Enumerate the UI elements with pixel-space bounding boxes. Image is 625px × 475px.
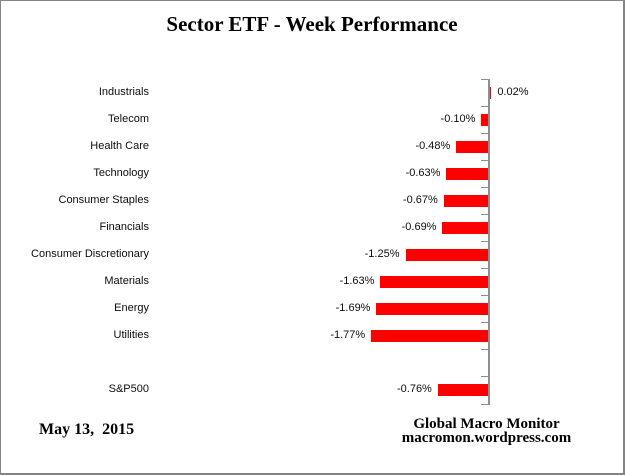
- axis-tick: [481, 213, 488, 215]
- bar-value-label: -1.77%: [330, 329, 366, 342]
- bar-value-label: -0.48%: [415, 139, 451, 152]
- attribution-source: Global Macro Monitor: [413, 416, 560, 432]
- bar: [376, 303, 488, 316]
- chart-title: Sector ETF - Week Performance: [166, 12, 458, 36]
- bar: [371, 330, 488, 343]
- axis-tick: [481, 241, 488, 242]
- bar-value-label: -1.25%: [364, 248, 400, 261]
- bar-value-label: -0.10%: [440, 112, 476, 125]
- axis-tick: [481, 349, 488, 351]
- category-label: Utilities: [113, 329, 149, 342]
- bar-value-label: 0.02%: [497, 85, 529, 98]
- bar: [405, 249, 488, 262]
- axis-tick: [481, 78, 488, 80]
- bar-value-label: -0.76%: [396, 383, 432, 396]
- bar-value-label: -0.63%: [405, 166, 441, 179]
- category-label: Industrials: [98, 85, 149, 98]
- axis-tick: [481, 159, 488, 161]
- category-label: S&P500: [108, 383, 149, 396]
- bar: [490, 86, 492, 99]
- bar: [443, 194, 488, 207]
- attribution-url: macromon.wordpress.com: [401, 430, 572, 446]
- bar: [442, 221, 488, 234]
- chart-date: May 13, 2015: [39, 421, 135, 438]
- bar: [446, 167, 488, 180]
- category-label: Telecom: [108, 112, 149, 125]
- value-axis-line: [488, 79, 490, 405]
- axis-tick: [481, 268, 488, 270]
- axis-tick: [481, 376, 488, 378]
- category-label: Consumer Staples: [58, 193, 150, 206]
- category-label: Health Care: [90, 139, 149, 152]
- category-label: Materials: [104, 275, 149, 288]
- category-label: Financials: [99, 220, 149, 233]
- bar-value-label: -1.69%: [335, 302, 371, 315]
- axis-tick: [481, 105, 488, 107]
- bar-value-label: -1.63%: [339, 275, 375, 288]
- bar-value-label: -0.67%: [402, 193, 438, 206]
- category-label: Energy: [114, 302, 149, 315]
- axis-tick: [481, 132, 488, 134]
- bar: [380, 276, 488, 289]
- attribution: Global Macro Monitor macromon.wordpress.…: [389, 416, 584, 446]
- bar: [437, 384, 488, 397]
- bar: [456, 140, 488, 153]
- category-label: Technology: [93, 166, 149, 179]
- category-label: Consumer Discretionary: [31, 248, 149, 261]
- bar-value-label: -0.69%: [401, 220, 437, 233]
- axis-tick: [481, 186, 488, 188]
- bar: [481, 113, 488, 126]
- axis-tick: [481, 295, 488, 297]
- axis-tick: [481, 403, 488, 405]
- axis-tick: [481, 322, 488, 324]
